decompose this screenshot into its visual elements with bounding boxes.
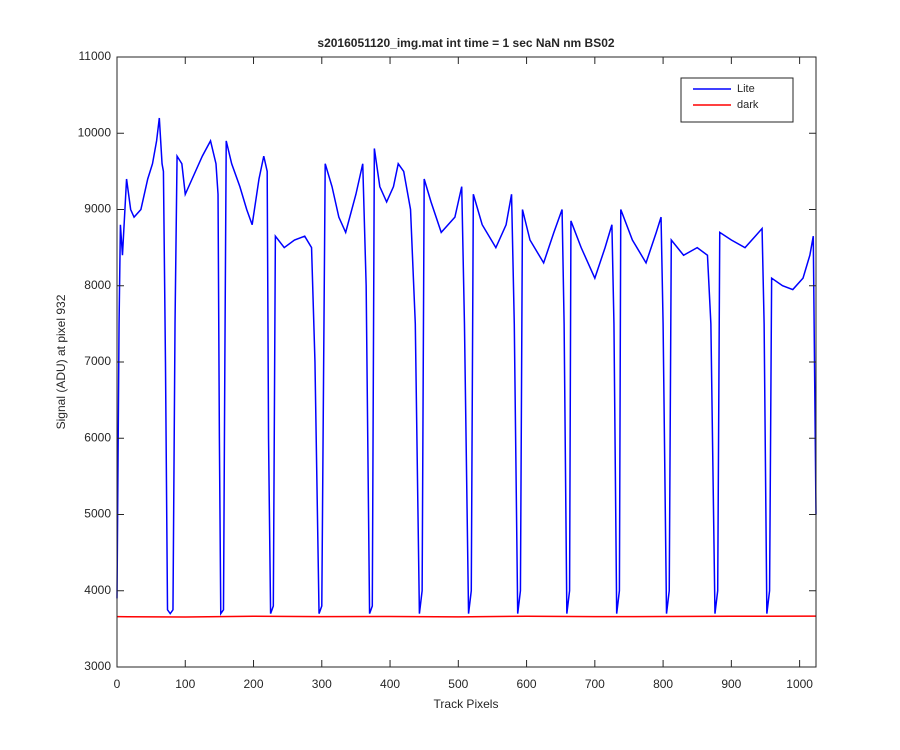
x-tick-label: 800 (653, 677, 673, 691)
legend-label: dark (737, 99, 759, 111)
x-tick-label: 900 (721, 677, 741, 691)
y-tick-label: 9000 (84, 202, 111, 216)
legend-box (680, 77, 794, 123)
y-tick-label: 4000 (84, 583, 111, 597)
x-tick-label: 300 (312, 677, 332, 691)
y-tick-label: 3000 (84, 659, 111, 673)
chart-title: s2016051120_img.mat int time = 1 sec NaN… (317, 36, 614, 50)
data-line (116, 615, 817, 618)
x-tick-label: 200 (244, 677, 264, 691)
data-line (116, 117, 817, 616)
y-tick-label: 10000 (78, 125, 112, 139)
y-tick-label: 8000 (84, 278, 111, 292)
x-tick-label: 0 (114, 677, 121, 691)
y-axis-label: Signal (ADU) at pixel 932 (54, 294, 68, 429)
x-tick-label: 1000 (786, 677, 813, 691)
x-tick-label: 600 (517, 677, 537, 691)
y-tick-label: 7000 (84, 354, 111, 368)
y-tick-label: 5000 (84, 507, 111, 521)
legend-label: Lite (737, 83, 755, 95)
y-tick-label: 6000 (84, 430, 111, 444)
x-tick-label: 400 (380, 677, 400, 691)
x-tick-label: 500 (448, 677, 468, 691)
y-tick-label: 11000 (79, 49, 112, 63)
x-tick-label: 100 (175, 677, 195, 691)
x-tick-label: 700 (585, 677, 605, 691)
x-axis-label: Track Pixels (434, 697, 499, 711)
